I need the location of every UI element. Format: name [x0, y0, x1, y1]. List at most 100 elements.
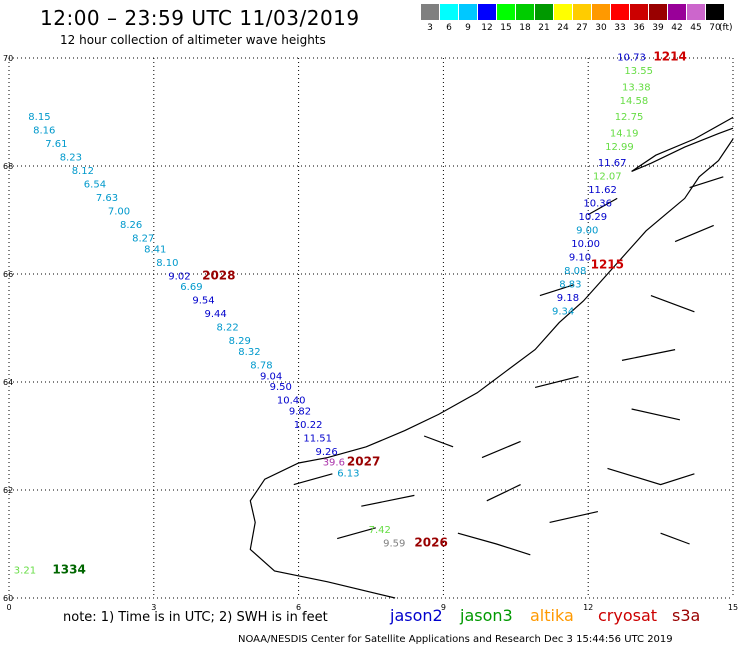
y-tick-label: 66	[3, 270, 13, 279]
legend-bin-label: 12	[481, 23, 493, 33]
legend-bin-label: 39	[652, 23, 664, 33]
x-tick-label: 6	[296, 603, 301, 612]
legend-bin-label: 24	[557, 23, 569, 33]
wave-height-label: 8.10	[156, 258, 178, 269]
x-tick-label: 9	[441, 603, 446, 612]
legend-swatch	[421, 4, 439, 20]
wave-height-label: 8.26	[120, 220, 142, 231]
wave-height-label: 12.07	[593, 172, 622, 183]
coastline-fragment	[549, 511, 599, 523]
wave-height-label: 9.02	[168, 271, 190, 282]
legend-swatch	[592, 4, 610, 20]
wave-height-label: 10.29	[579, 212, 608, 223]
wave-height-label: 9.44	[205, 309, 227, 320]
pass-time-label: 2027	[347, 455, 380, 469]
satellite-label-altika: altika	[530, 606, 574, 625]
wave-height-label: 8.15	[28, 112, 50, 123]
legend-bin-label: 15	[500, 23, 512, 33]
legend-swatch	[649, 4, 667, 20]
coastline-fragment	[689, 176, 724, 189]
wave-height-label: 8.32	[238, 347, 260, 358]
legend-bin-label: 3	[427, 23, 433, 33]
coastline-fragment	[660, 532, 690, 545]
wave-height-label: 7.61	[45, 139, 67, 150]
wave-height-label: 11.67	[598, 158, 627, 169]
legend-swatch	[554, 4, 572, 20]
wave-height-label: 10.40	[277, 396, 306, 407]
footer-note: note: 1) Time is in UTC; 2) SWH is in fe…	[63, 610, 328, 625]
pass-time-label: 1214	[653, 50, 686, 64]
legend-swatch	[516, 4, 534, 20]
legend-bin-label: 6	[446, 23, 452, 33]
coastline-lofoten	[631, 116, 734, 172]
legend-swatch	[573, 4, 591, 20]
legend-swatch	[668, 4, 686, 20]
legend-bin-label: 9	[465, 23, 471, 33]
wave-height-label: 7.00	[108, 207, 130, 218]
wave-height-label: 9.18	[557, 293, 579, 304]
wave-height-label: 8.27	[132, 234, 154, 245]
legend-swatch	[478, 4, 496, 20]
wave-height-label: 39.6	[323, 458, 345, 469]
wave-height-points: 8.15 8.16 7.61 8.23 8.12 6.54 7.63 7.00 8.26 8.27…	[14, 53, 653, 577]
wave-height-label: 7.63	[96, 193, 118, 204]
wave-height-label: 12.99	[605, 142, 634, 153]
coastline-fragment	[674, 224, 714, 243]
legend-bin-label: 33	[614, 23, 626, 33]
coastline-fragment	[486, 484, 521, 502]
wave-height-label: 11.51	[303, 433, 332, 444]
wave-height-label: 9.26	[316, 447, 338, 458]
coastline-fragment	[587, 197, 618, 216]
satellite-label-jason2: jason2	[390, 606, 443, 625]
legend-bin-label: 21	[538, 23, 550, 33]
pass-time-label: 2028	[202, 268, 235, 282]
x-tick-label: 15	[728, 603, 738, 612]
legend-bin-label: 18	[519, 23, 531, 33]
legend-bin-label: 27	[576, 23, 588, 33]
y-tick-label: 60	[3, 594, 13, 603]
legend-bin-label: 42	[671, 23, 683, 33]
satellite-label-cryosat: cryosat	[598, 606, 658, 625]
legend-swatch	[706, 4, 724, 20]
coastline-fragment	[650, 295, 695, 313]
wave-height-label: 9.00	[576, 226, 598, 237]
wave-height-label: 9.04	[260, 371, 282, 382]
coastline-fragment	[534, 376, 579, 388]
y-tick-label: 64	[3, 378, 13, 387]
coastline-fragment	[337, 527, 376, 540]
coastline-fragment	[481, 440, 521, 459]
wave-height-label: 11.62	[588, 185, 617, 196]
wave-height-label: 8.23	[60, 153, 82, 164]
coastline-fragment	[423, 435, 454, 448]
pass-time-label: 1215	[591, 258, 624, 272]
coastline-mainland	[249, 138, 734, 599]
wave-height-label: 8.16	[33, 126, 55, 137]
wave-height-label: 8.12	[72, 166, 94, 177]
legend-swatch	[497, 4, 515, 20]
wave-height-label: 8.41	[144, 244, 166, 255]
coastline-fragment	[539, 284, 574, 297]
wave-height-label: 13.38	[622, 82, 651, 93]
legend-swatch	[611, 4, 629, 20]
wave-height-label: 8.78	[250, 361, 272, 372]
wave-height-label: 9.34	[552, 307, 574, 318]
wave-height-label: 7.42	[369, 525, 391, 536]
page-subtitle: 12 hour collection of altimeter wave hei…	[60, 33, 326, 47]
legend-bin-label: 45	[690, 23, 702, 33]
page-title: 12:00 – 23:59 UTC 11/03/2019	[40, 6, 360, 30]
satellite-label-s3a: s3a	[672, 606, 701, 625]
satellite-label-jason3: jason3	[460, 606, 513, 625]
wave-height-label: 14.19	[610, 128, 639, 139]
pass-time-labels: 1214 1215 2028 2027 2026 1334	[52, 50, 686, 577]
wave-height-label: 8.83	[559, 280, 581, 291]
legend-swatch	[440, 4, 458, 20]
wave-height-label: 9.54	[192, 296, 214, 307]
legend-bin-label: 36	[633, 23, 645, 33]
wave-height-label: 6.54	[84, 180, 106, 191]
y-tick-label: 68	[3, 162, 13, 171]
legend-swatch	[630, 4, 648, 20]
legend-swatch	[459, 4, 477, 20]
wave-height-label: 12.75	[615, 112, 644, 123]
legend-unit-label: (ft)	[719, 23, 733, 33]
